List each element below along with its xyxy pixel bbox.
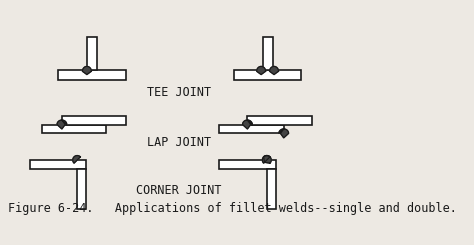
Bar <box>219 124 284 133</box>
Polygon shape <box>243 120 252 129</box>
Bar <box>247 116 312 124</box>
Bar <box>58 71 126 80</box>
Bar <box>62 116 127 124</box>
Bar <box>29 160 86 169</box>
Text: Figure 6-24.   Applications of fillet welds--single and double.: Figure 6-24. Applications of fillet weld… <box>8 202 457 215</box>
Polygon shape <box>57 120 67 129</box>
Text: TEE JOINT: TEE JOINT <box>147 86 211 99</box>
Polygon shape <box>257 66 265 74</box>
Bar <box>263 37 273 71</box>
Polygon shape <box>279 129 289 138</box>
Polygon shape <box>264 156 271 163</box>
Bar <box>87 37 97 71</box>
Polygon shape <box>262 156 270 163</box>
Bar <box>234 71 301 80</box>
Polygon shape <box>270 66 278 74</box>
Bar <box>77 169 86 209</box>
Bar <box>219 160 276 169</box>
Bar <box>267 169 276 209</box>
Polygon shape <box>73 156 81 163</box>
Text: CORNER JOINT: CORNER JOINT <box>136 184 222 197</box>
Text: LAP JOINT: LAP JOINT <box>147 136 211 149</box>
Polygon shape <box>82 66 91 74</box>
Bar <box>42 124 106 133</box>
